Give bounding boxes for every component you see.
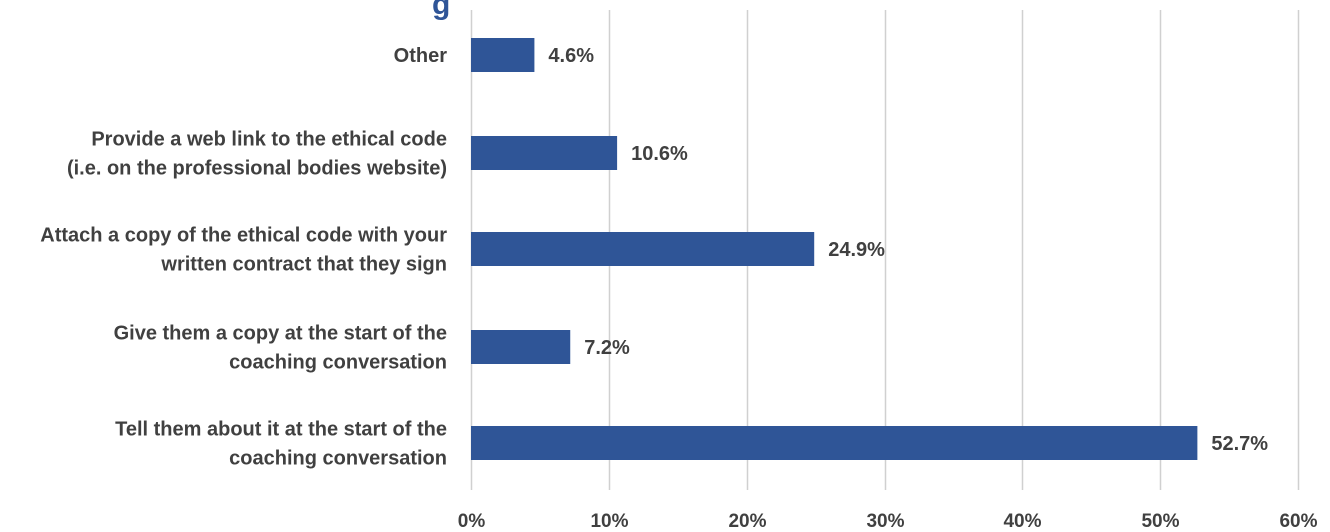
category-label: Give them a copy at the start of the coac… <box>114 323 447 374</box>
category-label-line: Tell them about it at the start of the <box>115 419 447 441</box>
x-tick-label: 30% <box>866 511 904 532</box>
category-label-line: coaching conversation <box>229 352 447 374</box>
category-labels: Other Provide a web link to the ethical c… <box>40 45 447 470</box>
x-tick-label: 50% <box>1141 511 1179 532</box>
x-tick-label: 20% <box>728 511 766 532</box>
category-label: Tell them about it at the start of the co… <box>115 419 447 470</box>
bar <box>471 330 571 364</box>
category-label-line: (i.e. on the professional bodies website… <box>67 158 447 180</box>
x-tick-label: 0% <box>458 511 486 532</box>
data-label: 52.7% <box>1211 433 1268 455</box>
category-label: Other <box>394 45 448 67</box>
category-label-line: Other <box>394 45 448 67</box>
bar <box>471 38 535 72</box>
x-axis-tick-labels: 0% 10% 20% 30% 40% 50% 60% <box>458 511 1318 532</box>
category-label: Attach a copy of the ethical code with y… <box>40 225 447 276</box>
category-label-line: written contract that they sign <box>160 254 447 276</box>
category-label-line: coaching conversation <box>229 448 447 470</box>
category-label-line: Attach a copy of the ethical code with y… <box>40 225 447 247</box>
bar <box>471 232 815 266</box>
data-label: 24.9% <box>828 239 885 261</box>
x-tick-label: 10% <box>590 511 628 532</box>
data-label: 7.2% <box>584 337 630 359</box>
bar <box>471 136 618 170</box>
category-label: Provide a web link to the ethical code (i… <box>67 129 447 180</box>
data-label: 4.6% <box>548 45 594 67</box>
category-label-line: Give them a copy at the start of the <box>114 323 447 345</box>
bar <box>471 426 1198 460</box>
data-label: 10.6% <box>631 143 688 165</box>
x-tick-label: 60% <box>1279 511 1317 532</box>
x-tick-label: 40% <box>1003 511 1041 532</box>
bars: 4.6% 10.6% 24.9% 7.2% 52.7% <box>471 38 1268 460</box>
chart-title-fragment: g <box>432 0 450 21</box>
category-label-line: Provide a web link to the ethical code <box>91 129 447 151</box>
